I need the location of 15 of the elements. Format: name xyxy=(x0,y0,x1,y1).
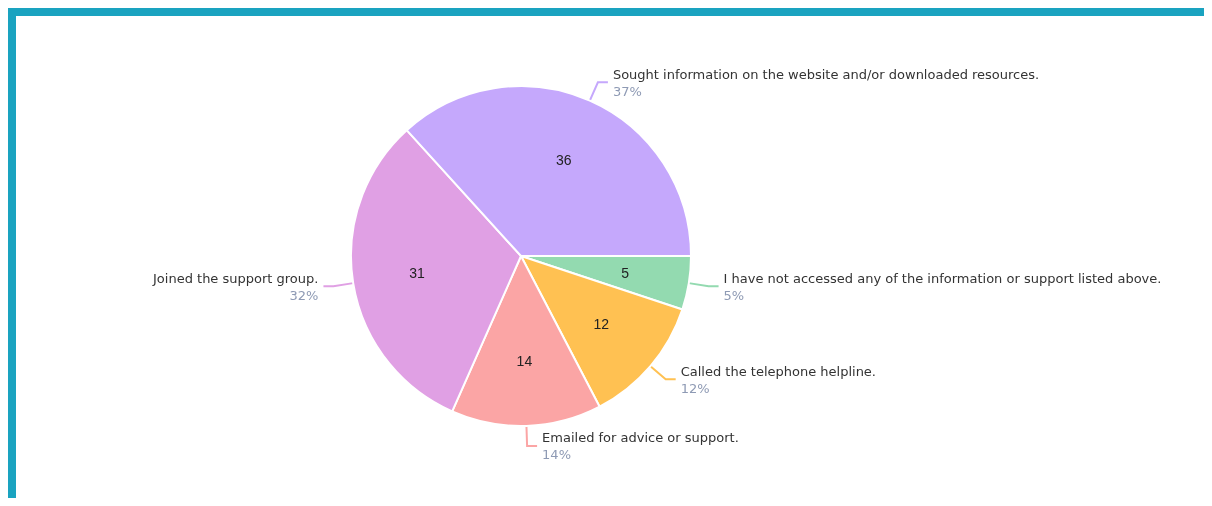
text: 32% xyxy=(289,287,319,303)
slice-label: I have not accessed any of the information or support listed above. xyxy=(723,270,1162,286)
data-label: 14 xyxy=(516,353,533,370)
text: 5% xyxy=(723,287,745,303)
text: 37% xyxy=(612,83,642,99)
data-label: 31 xyxy=(409,264,425,281)
slice-label: Called the telephone helpline. xyxy=(680,363,877,379)
text: 14% xyxy=(542,447,571,463)
slice-label: Sought information on the website and/or downloaded resources. xyxy=(612,66,1040,82)
slice-label: Joined the support group. xyxy=(152,270,319,286)
data-label: 12 xyxy=(593,316,610,333)
data-label: 5 xyxy=(621,264,630,281)
data-label: 36 xyxy=(555,151,572,168)
text: 12% xyxy=(680,380,710,396)
slice-label: Emailed for advice or support. xyxy=(542,430,739,446)
